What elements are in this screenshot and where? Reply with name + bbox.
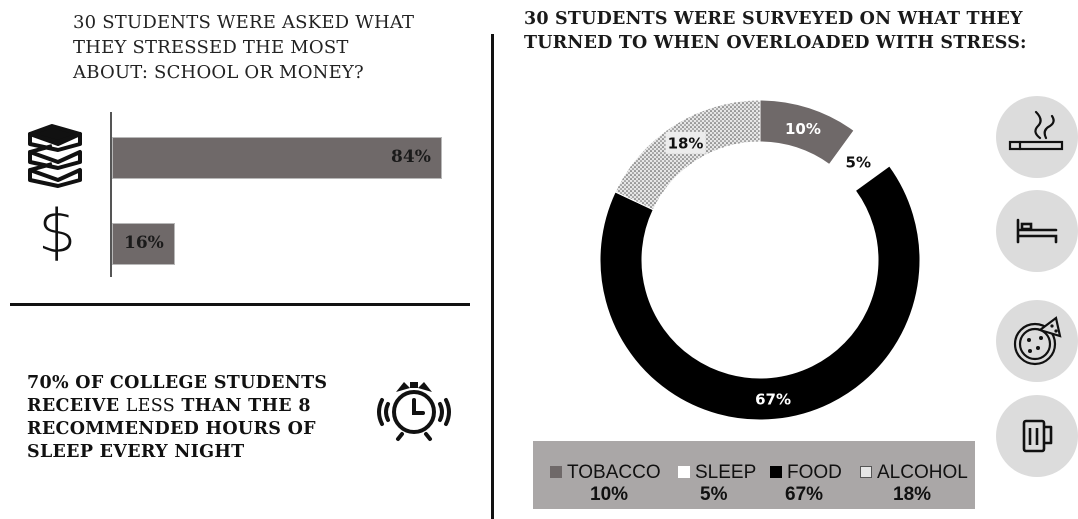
vertical-divider: [491, 34, 494, 519]
donut-chart: 10% 5% 67% 18%: [599, 99, 921, 421]
bed-icon: [1016, 218, 1058, 244]
food-circle: [996, 300, 1078, 382]
legend-swatch-sleep: [678, 466, 690, 478]
horizontal-divider: [10, 303, 470, 306]
survey-title-text: WITH STRESS:: [869, 33, 1027, 53]
bar-axis: [110, 112, 112, 277]
legend-label-alcohol: ALCOHOL: [877, 462, 968, 483]
pizza-icon: [1013, 316, 1062, 366]
sleep-fact: 70% OF COLLEGE STUDENTS RECEIVE LESS THA…: [27, 372, 357, 464]
legend-label-food: FOOD: [787, 462, 842, 483]
legend-swatch-tobacco: [550, 466, 562, 478]
legend-label-tobacco: TOBACCO: [567, 462, 661, 483]
donut-slice-food: [599, 165, 921, 421]
alcohol-circle: [996, 395, 1078, 477]
legend-label-sleep: SLEEP: [695, 462, 757, 483]
sleep-fact-text: RECEIVE: [27, 396, 126, 416]
donut-slice-alcohol: [614, 99, 761, 211]
survey-title-emphasis: OVERLOADED: [726, 33, 870, 53]
sleep-circle: [996, 190, 1078, 272]
sleep-fact-emphasis: LESS: [125, 396, 176, 416]
sleep-fact-line: 70% OF COLLEGE STUDENTS: [27, 373, 328, 393]
legend-swatch-food: [770, 466, 782, 478]
school-money-question: 30 STUDENTS WERE ASKED WHAT THEY STRESSE…: [73, 10, 433, 85]
sleep-fact-line: RECEIVE LESS THAN THE 8: [27, 395, 357, 418]
bar-school: 84%: [112, 137, 442, 179]
sleep-fact-line: SLEEP EVERY NIGHT: [27, 442, 245, 462]
survey-title-line: 30 STUDENTS WERE SURVEYED ON WHAT THEY: [524, 9, 1023, 29]
donut-slice-tobacco-label: 10%: [785, 120, 821, 138]
legend: [533, 441, 975, 509]
survey-title-line: TURNED TO WHEN OVERLOADED WITH STRESS:: [524, 31, 1064, 55]
bar-money: 16%: [112, 223, 175, 265]
question-line: THEY STRESSED THE MOST: [73, 37, 349, 58]
legend-pct-tobacco: 10%: [590, 484, 629, 505]
legend-pct-sleep: 5%: [700, 484, 728, 505]
cigarette-icon: [1008, 110, 1064, 151]
books-icon: [24, 122, 86, 192]
sleep-fact-line: RECOMMENDED HOURS OF: [27, 419, 316, 439]
survey-title-text: TURNED TO WHEN: [524, 33, 727, 53]
donut-slice-alcohol-label: 18%: [668, 135, 704, 153]
sleep-fact-text: THAN THE 8: [175, 396, 311, 416]
question-line: ABOUT: SCHOOL OR MONEY?: [73, 62, 364, 83]
survey-title: 30 STUDENTS WERE SURVEYED ON WHAT THEY T…: [524, 7, 1064, 55]
dollar-icon: $: [38, 197, 77, 267]
bar-money-label: 16%: [124, 233, 164, 253]
tobacco-circle: [996, 96, 1078, 178]
donut-slice-sleep-label: 5%: [846, 154, 871, 172]
question-line: 30 STUDENTS WERE ASKED WHAT: [73, 12, 415, 33]
donut-slice-food-label: 67%: [755, 390, 791, 408]
legend-swatch-alcohol: [860, 466, 872, 478]
legend-pct-food: 67%: [785, 484, 824, 505]
bar-school-label: 84%: [391, 147, 431, 167]
beer-mug-icon: [1022, 419, 1053, 453]
legend-pct-alcohol: 18%: [893, 484, 932, 505]
alarm-clock-icon: [372, 376, 456, 446]
donut-label-background: [665, 131, 706, 154]
